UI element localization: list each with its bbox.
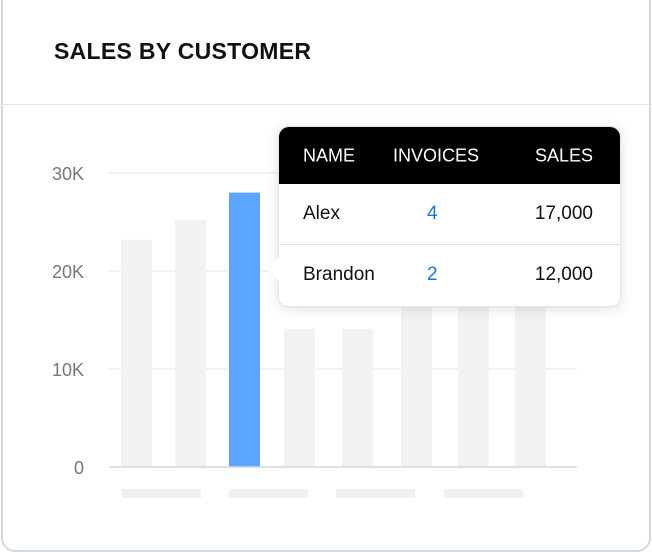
y-tick-label: 30K	[52, 164, 84, 184]
customer-name: Brandon	[303, 264, 375, 285]
chart-title: SALES BY CUSTOMER	[54, 38, 312, 64]
x-label-placeholder	[229, 489, 308, 498]
tooltip-row: Brandon 2 12,000	[279, 244, 620, 305]
y-tick-label: 20K	[52, 262, 84, 282]
tooltip-header: NAME INVOICES SALES	[279, 127, 620, 184]
customer-name: Alex	[303, 203, 340, 224]
bar	[175, 220, 206, 467]
bar	[458, 300, 489, 467]
card-header: SALES BY CUSTOMER	[0, 0, 652, 105]
y-tick-label: 0	[74, 458, 84, 478]
bar[interactable]	[229, 192, 260, 467]
x-label-placeholder	[336, 489, 415, 498]
tooltip: NAME INVOICES SALES Alex 4 17,000 Brando…	[267, 126, 621, 307]
col-invoices: INVOICES	[393, 145, 480, 165]
sales-value: 12,000	[534, 264, 593, 285]
sales-value: 17,000	[534, 203, 593, 224]
invoice-count[interactable]: 2	[427, 264, 438, 285]
bar	[284, 328, 315, 467]
tooltip-arrow	[267, 257, 279, 281]
invoice-count[interactable]: 4	[427, 203, 438, 224]
bar	[121, 239, 152, 467]
x-label-placeholder	[444, 489, 523, 498]
x-label-placeholder	[122, 489, 201, 498]
col-name: NAME	[303, 145, 356, 165]
y-tick-label: 10K	[52, 360, 84, 380]
bar	[515, 300, 546, 467]
bar	[342, 328, 373, 467]
tooltip-row: Alex 4 17,000	[279, 184, 620, 244]
col-sales: SALES	[534, 145, 593, 165]
bar	[401, 300, 432, 467]
